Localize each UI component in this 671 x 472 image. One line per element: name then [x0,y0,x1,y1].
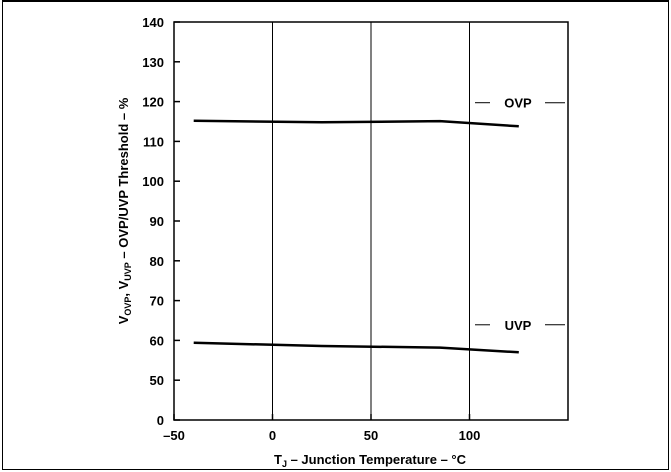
x-axis-title-main: T [274,452,282,467]
x-axis-title-subscript: J [282,459,287,469]
y-axis-title-rest: – OVP/UVP Threshold – % [116,97,131,262]
x-tick-label: –50 [163,428,185,443]
x-tick-label: 0 [269,428,276,443]
series-labels: OVP UVP [475,96,565,333]
y-tick-label: 100 [142,174,164,189]
y-axis-title-v2: , V [116,280,131,296]
y-tick-label: 70 [150,294,164,309]
y-axis-title-v1: V [116,315,131,324]
y-tick-label: 80 [150,254,164,269]
y-tick-label: 110 [143,134,164,149]
x-tick-label: 100 [459,428,481,443]
grid-lines [173,21,471,421]
data-series [193,119,519,354]
series-label-ovp: OVP [504,96,532,111]
y-tick-label: 50 [150,373,164,388]
series-label-uvp: UVP [505,318,532,333]
series-uvp-line [193,341,519,354]
x-axis-title-rest: – Junction Temperature – °C [287,452,467,467]
y-axis-title: VOVP, VUVP – OVP/UVP Threshold – % [116,97,133,324]
frame-top-border [2,0,669,2]
y-tick-label: 0 [157,413,164,428]
plot-area [173,21,569,421]
y-tick-label: 130 [142,55,164,70]
tick-labels: –5005010005060708090100110120130140150 [142,15,481,443]
y-tick-label: 90 [150,214,164,229]
y-axis-title-sub2: UVP [123,262,133,281]
y-tick-label: 120 [142,95,164,110]
series-ovp-line [193,119,519,128]
y-axis-title-sub1: OVP [123,297,133,316]
x-tick-label: 50 [364,428,378,443]
y-tick-label: 60 [150,333,164,348]
x-axis-title: TJ – Junction Temperature – °C [274,452,467,469]
y-tick-label: 140 [142,15,164,30]
